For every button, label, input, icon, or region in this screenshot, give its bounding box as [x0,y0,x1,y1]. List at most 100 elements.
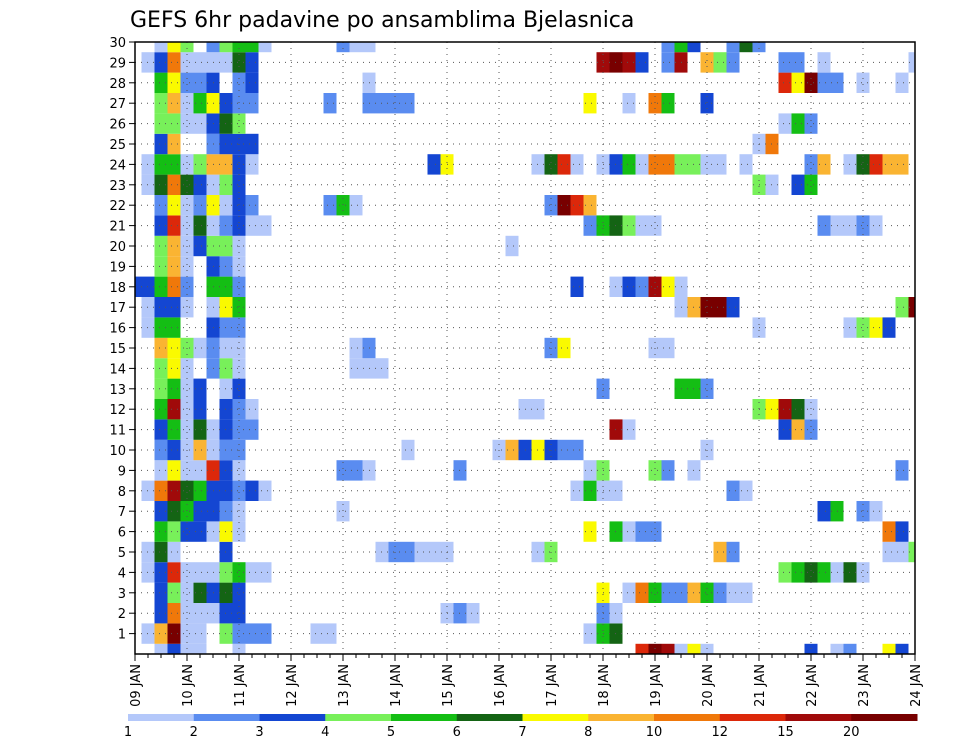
heatmap-cell [167,562,181,583]
colorbar-swatch [325,714,392,721]
heatmap-cell [310,623,324,644]
y-tick-label: 16 [109,322,126,337]
x-tick-label: 13 JAN [337,664,352,707]
heatmap-cell [154,419,168,440]
heatmap-cell [336,42,350,53]
heatmap-cell [583,195,597,216]
heatmap-cell [661,154,675,175]
heatmap-cell [791,399,805,420]
heatmap-cell [232,113,246,134]
heatmap-cell [895,297,909,318]
heatmap-cell [869,501,883,522]
heatmap-cell [804,174,818,195]
y-tick-label: 1 [118,628,126,643]
heatmap-cell [167,72,181,93]
x-tick-label: 19 JAN [649,664,664,707]
x-tick-label: 21 JAN [753,664,768,707]
x-tick-label: 20 JAN [701,664,716,707]
heatmap-cell [193,439,207,461]
y-tick-label: 30 [109,36,126,51]
heatmap-cell [154,235,168,257]
heatmap-cell [700,378,714,399]
heatmap-cell [388,93,402,114]
heatmap-cell [635,521,649,542]
y-axis: 1234567891011121314151617181920212223242… [109,36,135,643]
y-tick-label: 11 [109,424,126,439]
heatmap-cell [856,317,870,338]
heatmap-cell [167,256,181,277]
heatmap-cell [648,521,662,542]
heatmap-cell [856,72,870,93]
heatmap-cell [674,643,688,654]
heatmap-cell [180,256,194,277]
heatmap-cell [154,623,168,644]
heatmap-cell [193,215,207,236]
colorbar-label: 20 [843,725,860,740]
heatmap-cell [232,460,246,481]
heatmap-cell [622,93,636,114]
heatmap-cell [154,256,168,277]
heatmap-cell [401,93,415,114]
heatmap-cell [180,113,194,134]
heatmap-cell [245,623,259,644]
heatmap-cell [180,399,194,420]
heatmap-cell [700,52,714,73]
heatmap-cell [167,541,181,563]
x-tick-label: 09 JAN [129,664,144,707]
colorbar-swatch [588,714,655,721]
heatmap-cell [245,42,259,53]
heatmap-cell [154,174,168,195]
heatmap-cell [700,297,714,318]
colorbar-label: 1 [124,725,132,740]
heatmap-cell [895,521,909,542]
heatmap-cell [258,480,272,501]
heatmap-cell [726,480,740,501]
heatmap-cell [167,42,181,53]
heatmap-cell [180,562,194,583]
heatmap-cell [193,460,207,481]
heatmap-cell [856,215,870,236]
heatmap-cell [245,562,259,583]
heatmap-cell [167,419,181,440]
heatmap-cell [193,603,207,624]
heatmap-cell [544,195,558,216]
heatmap-cell [154,582,168,603]
y-tick-label: 4 [118,566,126,581]
heatmap-cell [232,317,246,338]
heatmap-cell [154,154,168,175]
x-tick-label: 16 JAN [493,664,508,707]
heatmap-cell [583,480,597,501]
heatmap-cell [193,521,207,542]
heatmap-cell [232,501,246,522]
heatmap-cell [583,215,597,236]
heatmap-cell [830,643,844,654]
heatmap-cell [505,235,519,257]
heatmap-cell [232,582,246,603]
heatmap-cell [648,154,662,175]
heatmap-cell [570,276,584,297]
heatmap-cell [245,399,259,420]
heatmap-cell [622,154,636,175]
x-tick-label: 10 JAN [181,664,196,707]
heatmap-cell [622,276,636,297]
heatmap-cell [167,623,181,644]
y-tick-label: 9 [118,464,126,479]
heatmap-cell [232,174,246,195]
heatmap-cell [180,72,194,93]
heatmap-cell [193,399,207,420]
heatmap-cell [167,582,181,603]
heatmap-cell [713,52,727,73]
heatmap-cell [622,215,636,236]
heatmap-cell [817,562,831,583]
heatmap-cell [206,42,220,53]
heatmap-cell [154,276,168,297]
heatmap-cell [180,93,194,114]
heatmap-cell [154,93,168,114]
y-tick-label: 28 [109,77,126,92]
heatmap-cell [791,52,805,73]
heatmap-cell [193,643,207,654]
heatmap-cell [245,93,259,114]
heatmap-cell [154,358,168,379]
heatmap-cell [245,195,259,216]
heatmap-cell [154,133,168,155]
